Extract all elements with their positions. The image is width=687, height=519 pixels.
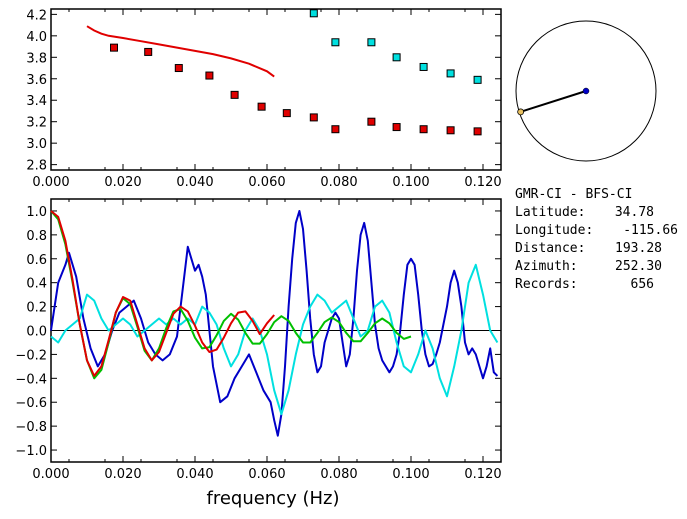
bottom-xtick-label: 0.060	[248, 467, 285, 482]
source-marker	[517, 108, 525, 116]
top-xtick-label: 0.000	[32, 175, 69, 190]
bottom-xtick-label: 0.000	[32, 467, 69, 482]
azimuth-ring	[515, 20, 657, 162]
top-marker-red	[110, 43, 118, 52]
station-marker	[582, 87, 590, 95]
info-latitude-value: 34.78	[615, 205, 654, 220]
top-ytick-label: 2.8	[26, 159, 47, 174]
top-marker-cyan	[331, 38, 340, 47]
top-marker-red	[367, 117, 376, 126]
bottom-xtick-label: 0.040	[176, 467, 213, 482]
top-series-line-red	[86, 25, 275, 78]
bottom-ytick-label: −0.6	[15, 396, 47, 411]
coherency-chart: 0.000 0.020 0.040 0.060 0.080 0.100 0.120 −1.0 −…	[15, 198, 502, 482]
bottom-ytick-label: 0.2	[26, 301, 47, 316]
info-longitude-value: -115.66	[623, 223, 678, 238]
station-pair-title: GMR-CI - BFS-CI	[515, 187, 632, 202]
info-azimuth-label: Azimuth:	[515, 259, 578, 274]
top-frame	[50, 8, 502, 171]
top-ytick-label: 4.0	[26, 30, 47, 45]
top-marker-red	[205, 71, 214, 80]
bottom-ytick-label: 0.0	[26, 325, 47, 340]
top-ytick-label: 4.2	[26, 8, 47, 23]
top-xtick-label: 0.080	[320, 175, 357, 190]
bottom-ytick-label: −1.0	[15, 444, 47, 459]
info-records-label: Records:	[515, 277, 578, 292]
top-marker-red	[392, 123, 401, 132]
top-marker-red	[419, 125, 428, 134]
top-ytick-label: 3.0	[26, 137, 47, 152]
top-marker-red	[174, 64, 183, 73]
bottom-series-cyan	[50, 263, 499, 416]
info-azimuth-value: 252.30	[615, 259, 662, 274]
top-marker-red	[473, 127, 482, 136]
dispersion-chart: 0.000 0.020 0.040 0.060 0.080 0.100 0.120 2.8 3.…	[26, 8, 502, 190]
bottom-ytick-label: −0.8	[15, 420, 47, 435]
bottom-ytick-label: 0.8	[26, 229, 47, 244]
azimuth-circle	[515, 20, 657, 162]
bottom-xtick-label: 0.100	[392, 467, 429, 482]
top-ytick-label: 3.4	[26, 94, 47, 109]
bottom-series-red	[50, 210, 275, 377]
top-marker-red	[282, 109, 291, 118]
bottom-ytick-label: 0.4	[26, 277, 47, 292]
top-marker-cyan	[392, 53, 401, 62]
top-marker-cyan	[367, 38, 376, 47]
info-distance-label: Distance:	[515, 241, 585, 256]
azimuth-line	[520, 90, 587, 113]
top-marker-cyan	[473, 75, 482, 84]
top-xtick-label: 0.100	[392, 175, 429, 190]
station-info-panel: GMR-CI - BFS-CI Latitude: 34.78 Longitud…	[515, 187, 678, 292]
top-marker-cyan	[419, 62, 428, 71]
top-marker-red	[446, 126, 455, 135]
bottom-ytick-label: 1.0	[26, 205, 47, 220]
info-distance-value: 193.28	[615, 241, 662, 256]
bottom-xtick-label: 0.020	[104, 467, 141, 482]
x-axis-label: frequency (Hz)	[206, 488, 339, 509]
top-xtick-label: 0.120	[464, 175, 501, 190]
top-xtick-label: 0.040	[176, 175, 213, 190]
bottom-xtick-label: 0.120	[464, 467, 501, 482]
top-marker-red	[230, 90, 239, 99]
bottom-ytick-label: 0.6	[26, 253, 47, 268]
top-xtick-label: 0.020	[104, 175, 141, 190]
top-ytick-label: 3.8	[26, 51, 47, 66]
info-longitude-label: Longitude:	[515, 223, 593, 238]
top-marker-red	[257, 102, 266, 111]
bottom-series-blue	[50, 210, 499, 437]
info-records-value: 656	[631, 277, 654, 292]
bottom-ytick-label: −0.4	[15, 372, 47, 387]
top-ytick-label: 3.6	[26, 73, 47, 88]
top-marker-red	[309, 113, 318, 122]
top-marker-red	[144, 47, 153, 56]
bottom-ytick-label: −0.2	[15, 348, 47, 363]
top-ytick-label: 3.2	[26, 116, 47, 131]
top-marker-cyan	[446, 69, 455, 78]
top-marker-red	[331, 125, 340, 134]
top-marker-cyan	[309, 9, 318, 18]
bottom-xtick-label: 0.080	[320, 467, 357, 482]
info-latitude-label: Latitude:	[515, 205, 585, 220]
top-xtick-label: 0.060	[248, 175, 285, 190]
